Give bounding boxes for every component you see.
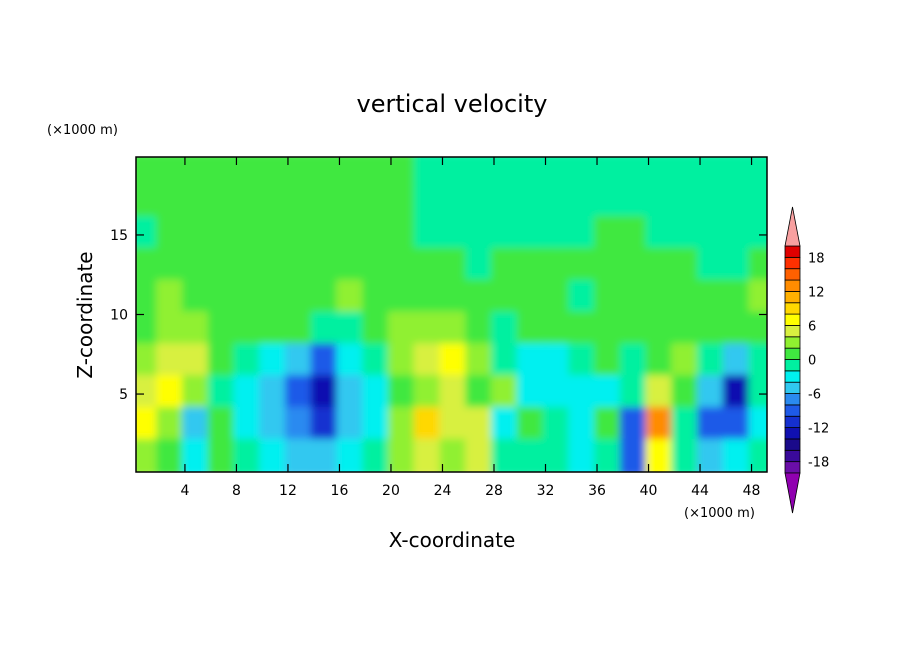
colorbar-box	[784, 290, 801, 304]
x-tick-label: 12	[279, 483, 297, 499]
colorbar-label: -12	[808, 422, 829, 437]
colorbar-box	[784, 415, 801, 429]
x-tick-label: 28	[485, 483, 503, 499]
x-tick-label: 32	[537, 483, 555, 499]
colorbar-box	[784, 381, 801, 394]
x-tick-label: 36	[588, 483, 606, 499]
colorbar-label: 0	[808, 354, 816, 369]
colorbar-box	[784, 268, 801, 281]
chart-title: vertical velocity	[357, 90, 548, 118]
colorbar-box	[784, 393, 801, 406]
contour-cell	[748, 184, 767, 223]
colorbar-box	[784, 404, 801, 417]
colorbar-box	[784, 325, 801, 338]
x-unit: (×1000 m)	[684, 506, 755, 521]
colorbar-label: 6	[808, 319, 816, 334]
x-tick-label: 48	[743, 483, 761, 499]
colorbar-box	[784, 370, 801, 383]
colorbar-box	[784, 336, 801, 349]
x-tick-label: 8	[232, 483, 241, 499]
colorbar-label: 12	[808, 285, 825, 300]
colorbar-over	[784, 206, 801, 247]
colorbar-box	[784, 347, 801, 360]
x-tick-label: 4	[180, 483, 189, 499]
contour-cell	[748, 216, 767, 254]
colorbar-label: -6	[808, 388, 821, 403]
y-unit: (×1000 m)	[47, 123, 118, 138]
colorbar-box	[784, 245, 801, 258]
field	[136, 157, 767, 472]
contour-cell	[748, 343, 767, 382]
colorbar-box	[784, 438, 801, 451]
x-tick-label: 20	[382, 483, 400, 499]
colorbar-box	[784, 449, 801, 463]
colorbar-box	[784, 427, 801, 440]
x-axis-label: X-coordinate	[389, 528, 516, 552]
colorbar-label: 18	[808, 251, 825, 266]
colorbar-label: -18	[808, 456, 829, 471]
x-tick-label: 44	[691, 483, 709, 499]
colorbar-box	[784, 313, 801, 326]
colorbar-box	[784, 461, 801, 474]
cells	[136, 157, 767, 472]
colorbar-box	[784, 279, 801, 292]
contour-cell	[748, 279, 767, 318]
colorbar-under	[784, 472, 801, 514]
contour-cell	[748, 311, 767, 350]
y-axis-label: Z-coordinate	[73, 251, 97, 378]
contour-cell	[748, 157, 767, 191]
y-tick-label: 10	[110, 308, 128, 324]
contour-cell	[748, 375, 767, 413]
y-tick-label: 5	[119, 387, 128, 403]
x-tick-label: 16	[331, 483, 349, 499]
contour-cell	[748, 247, 767, 286]
x-tick-label: 24	[434, 483, 452, 499]
contour-cell	[748, 438, 767, 472]
colorbar-box	[784, 302, 801, 315]
y-tick-label: 15	[110, 228, 128, 244]
colorbar-box	[784, 256, 801, 270]
colorbar-box	[784, 359, 801, 372]
contour-cell	[748, 406, 767, 445]
x-tick-label: 40	[640, 483, 658, 499]
